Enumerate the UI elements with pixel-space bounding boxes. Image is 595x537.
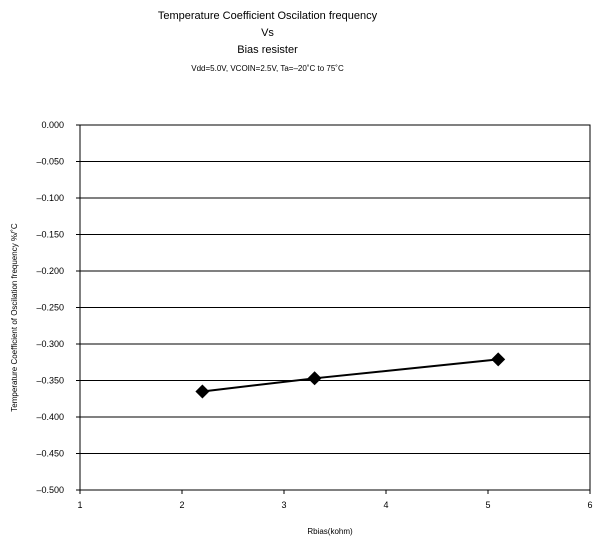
chart-title-line2: Vs (261, 27, 274, 39)
x-tick-label: 3 (281, 500, 286, 510)
data-point (307, 371, 322, 386)
series-line (202, 358, 499, 393)
x-tick-label: 1 (77, 500, 82, 510)
y-tick-label: –0.300 (36, 339, 64, 349)
y-axis-label: Temperature Coefficient of Oscilation fr… (10, 223, 19, 412)
x-tick-label: 5 (485, 500, 490, 510)
y-tick-label: –0.350 (36, 376, 64, 386)
y-tick-label: –0.450 (36, 449, 64, 459)
data-point (491, 352, 506, 367)
y-tick-label: –0.050 (36, 157, 64, 167)
chart-subtitle: Vdd=5.0V, VCOIN=2.5V, Ta=–20˚C to 75˚C (191, 64, 344, 73)
x-tick-label: 2 (179, 500, 184, 510)
y-tick-label: –0.500 (36, 485, 64, 495)
y-tick-label: –0.250 (36, 303, 64, 313)
y-tick-label: –0.200 (36, 266, 64, 276)
x-axis-label: Rbias(kohm) (307, 527, 353, 536)
x-tick-label: 6 (587, 500, 592, 510)
data-point (195, 384, 210, 399)
x-tick-label: 4 (383, 500, 388, 510)
y-tick-label: –0.400 (36, 412, 64, 422)
chart-title-line3: Bias resister (237, 44, 298, 56)
y-tick-label: –0.100 (36, 193, 64, 203)
y-tick-label: –0.150 (36, 230, 64, 240)
y-tick-label: 0.000 (41, 120, 64, 130)
chart-title: Temperature Coefficient Oscilation frequ… (157, 10, 378, 22)
